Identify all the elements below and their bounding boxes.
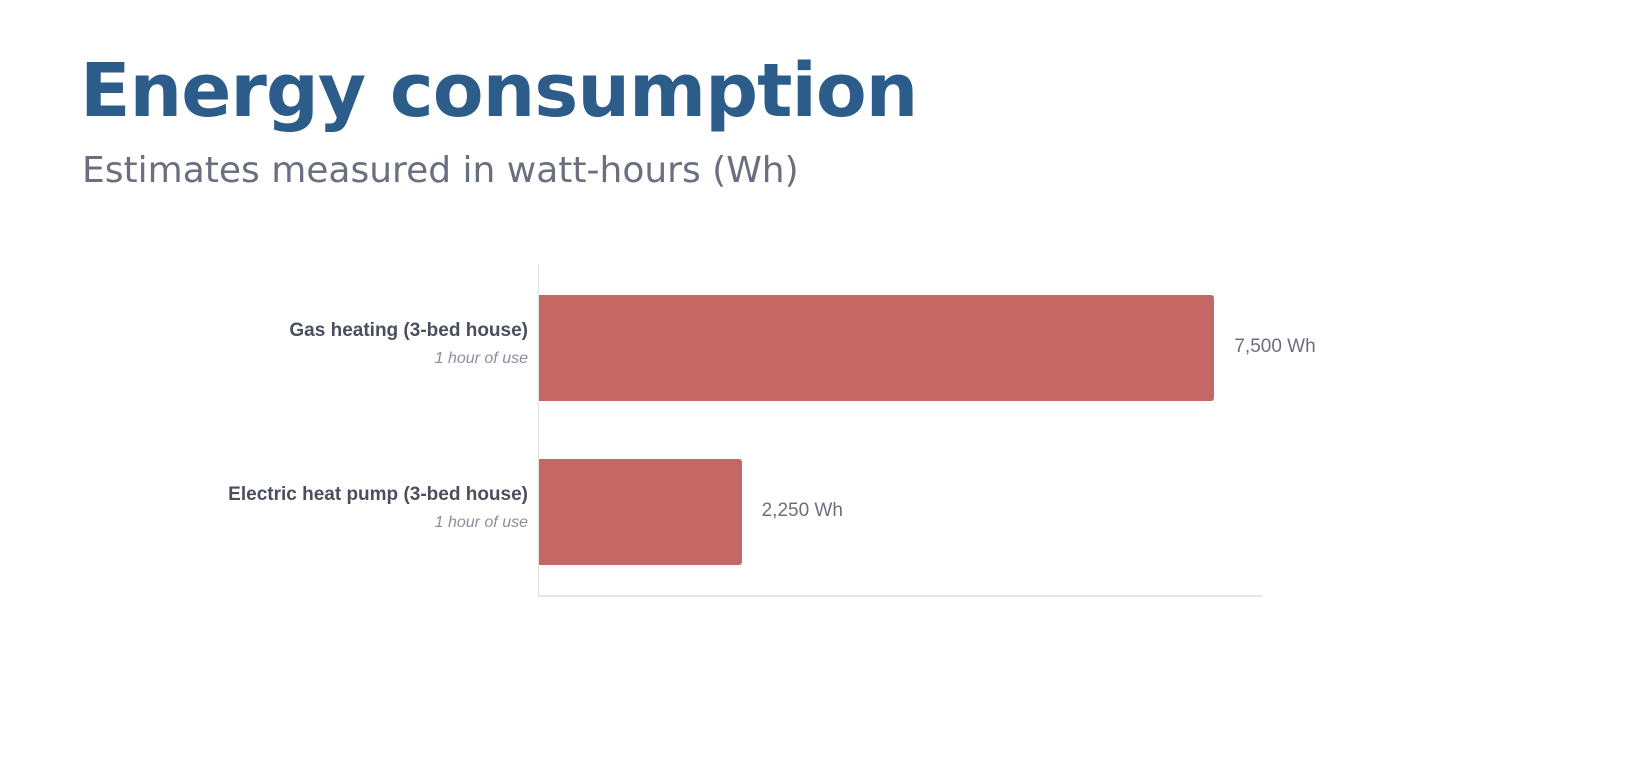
chart-title: Energy consumption — [80, 48, 918, 134]
bar-0 — [539, 295, 1215, 401]
category-sublabel: 1 hour of use — [434, 350, 528, 367]
y-axis-line — [538, 264, 539, 595]
category-label: Gas heating (3-bed house) 1 hour of use — [289, 320, 528, 368]
data-label: 7,500 Wh — [1234, 336, 1316, 357]
x-axis-line — [538, 595, 1262, 597]
chart-subtitle: Estimates measured in watt-hours (Wh) — [82, 150, 799, 191]
category-label: Electric heat pump (3-bed house) 1 hour o… — [228, 484, 528, 532]
category-sublabel: 1 hour of use — [434, 514, 528, 531]
category-name: Electric heat pump (3-bed house) — [228, 484, 528, 505]
data-label: 2,250 Wh — [761, 500, 843, 521]
category-name: Gas heating (3-bed house) — [289, 320, 528, 341]
bar-1 — [539, 459, 742, 565]
